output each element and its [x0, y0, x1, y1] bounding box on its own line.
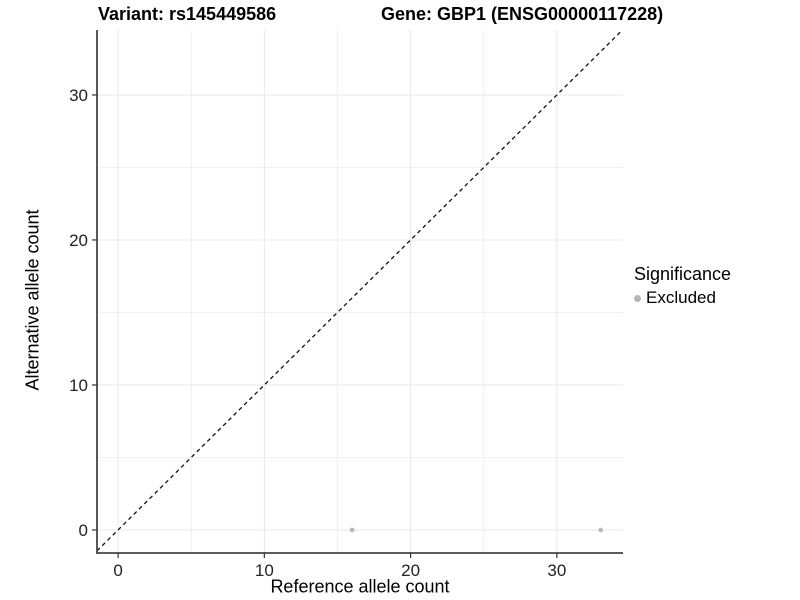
x-tick-label: 30 [547, 561, 566, 580]
x-tick-label: 10 [255, 561, 274, 580]
y-tick-label: 30 [69, 86, 88, 105]
gene-title: Gene: GBP1 (ENSG00000117228) [381, 4, 664, 24]
variant-title: Variant: rs145449586 [98, 4, 277, 24]
y-axis-title: Alternative allele count [22, 209, 43, 391]
x-tick-label: 0 [113, 561, 122, 580]
y-tick-label: 0 [79, 521, 88, 540]
legend-item-label: Excluded [646, 288, 716, 307]
legend-item-excluded: Excluded [634, 288, 731, 308]
y-tick-label: 20 [69, 231, 88, 250]
identity-dashed-line [96, 29, 623, 552]
data-point [598, 527, 604, 533]
data-point [349, 527, 355, 533]
legend: Significance Excluded [634, 264, 731, 308]
y-tick-label: 10 [69, 376, 88, 395]
excluded-point-icon [634, 294, 641, 302]
legend-title: Significance [634, 264, 732, 284]
x-tick-label: 20 [401, 561, 420, 580]
x-axis-title: Reference allele count [270, 576, 450, 597]
